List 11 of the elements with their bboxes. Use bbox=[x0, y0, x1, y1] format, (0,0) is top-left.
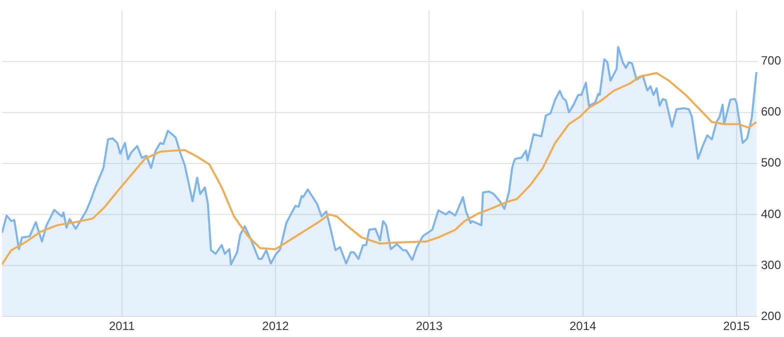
x-tick-label: 2014 bbox=[569, 319, 596, 334]
y-tick-label: 300 bbox=[760, 258, 782, 272]
x-tick-label: 2011 bbox=[108, 319, 136, 334]
x-tick-label: 2012 bbox=[262, 319, 290, 334]
y-tick-label: 400 bbox=[760, 206, 782, 221]
x-tick-label: 2013 bbox=[416, 319, 443, 334]
y-tick-label: 500 bbox=[760, 156, 782, 170]
x-tick-label: 2015 bbox=[723, 319, 750, 334]
y-tick-label: 200 bbox=[760, 308, 782, 323]
y-tick-label: 700 bbox=[760, 54, 782, 68]
y-tick-label: 600 bbox=[760, 104, 782, 119]
